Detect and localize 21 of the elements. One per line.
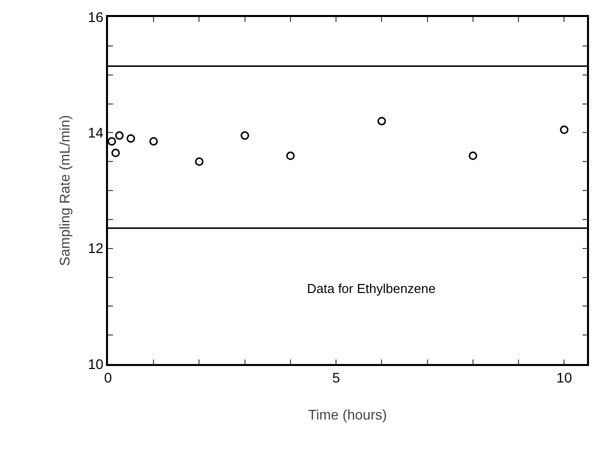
annotation: Data for Ethylbenzene <box>307 281 436 296</box>
x-tick-label: 10 <box>556 370 572 386</box>
point <box>108 137 116 146</box>
x-tick-label: 5 <box>332 370 340 386</box>
y-tick-label: 10 <box>88 356 104 372</box>
point <box>111 148 120 158</box>
point <box>115 131 124 140</box>
point <box>377 116 386 126</box>
point <box>560 126 568 134</box>
y-tick-label: 14 <box>88 124 104 141</box>
point <box>286 152 295 160</box>
point <box>240 131 250 140</box>
point <box>468 152 478 160</box>
y-tick-label: 12 <box>88 240 104 256</box>
x-tick-label: 0 <box>104 370 112 386</box>
point <box>126 134 136 143</box>
y-axis-title: Sampling Rate (mL/min) <box>56 115 72 266</box>
point <box>194 157 204 166</box>
point <box>149 137 158 146</box>
y-tick-label: 16 <box>88 8 104 25</box>
x-axis-title: Time (hours) <box>308 406 387 422</box>
